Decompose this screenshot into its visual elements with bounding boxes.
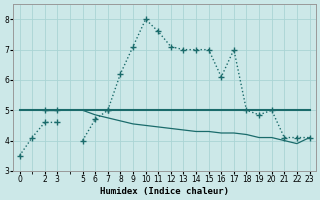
X-axis label: Humidex (Indice chaleur): Humidex (Indice chaleur) <box>100 187 229 196</box>
